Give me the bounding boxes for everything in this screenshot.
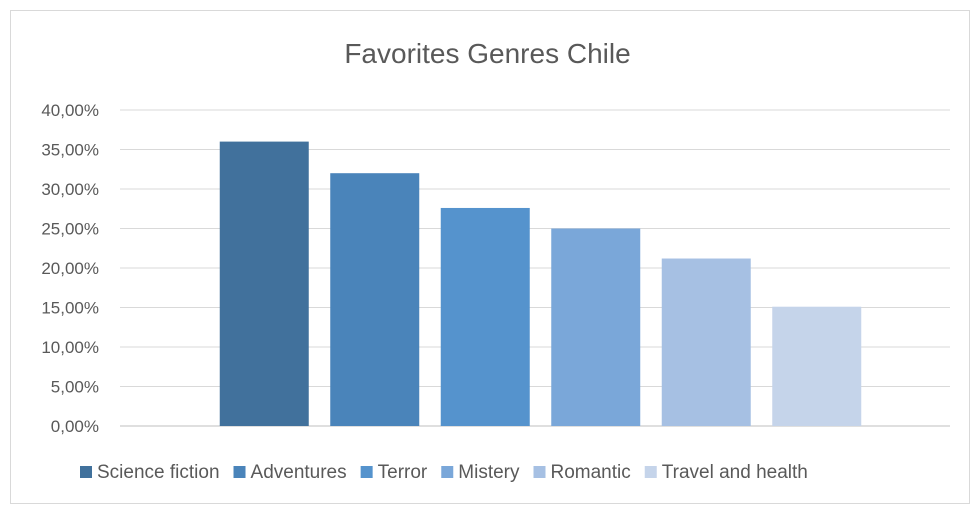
legend-label-mistery: Mistery <box>458 462 520 483</box>
legend-swatch-travel-and-health <box>644 466 657 478</box>
legend-label-travel-and-health: Travel and health <box>662 462 808 483</box>
chart-title: Favorites Genres Chile <box>344 38 631 69</box>
legend-label-romantic: Romantic <box>551 462 631 483</box>
y-tick-label: 5,00% <box>51 378 99 397</box>
legend-label-terror: Terror <box>378 462 428 483</box>
y-tick-label: 35,00% <box>41 141 99 160</box>
legend-swatch-adventures <box>233 466 246 478</box>
y-tick-label: 30,00% <box>41 180 99 199</box>
y-axis: 0,00% 5,00% 10,00% 15,00% 20,00% 25,00% 30,00%… <box>41 101 99 436</box>
legend-swatch-science-fiction <box>80 466 92 478</box>
legend-swatch-terror <box>360 466 373 478</box>
legend: Science fiction Adventures Terror Mistery Ro… <box>80 462 808 483</box>
legend-swatch-romantic <box>533 466 546 478</box>
legend-label-adventures: Adventures <box>251 462 347 483</box>
y-tick-label: 40,00% <box>41 101 99 120</box>
bar-science-fiction <box>219 141 309 426</box>
bar-romantic <box>661 258 751 426</box>
bar-adventures <box>330 173 420 426</box>
bar-travel-and-health <box>772 306 862 426</box>
y-tick-label: 15,00% <box>41 299 99 318</box>
y-tick-label: 10,00% <box>41 338 99 357</box>
legend-swatch-mistery <box>441 466 454 478</box>
y-tick-label: 25,00% <box>41 220 99 239</box>
bar-terror <box>440 207 530 426</box>
bars <box>219 141 862 426</box>
legend-label-science-fiction: Science fiction <box>97 462 220 483</box>
y-tick-label: 0,00% <box>51 417 99 436</box>
bar-mistery <box>551 228 641 426</box>
y-tick-label: 20,00% <box>41 259 99 278</box>
